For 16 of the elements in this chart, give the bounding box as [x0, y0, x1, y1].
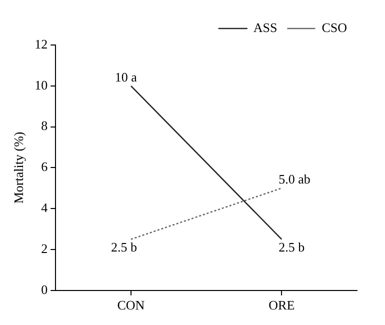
- x-tick-label: CON: [117, 298, 146, 313]
- y-tick-label: 10: [34, 77, 48, 92]
- y-axis-title: Mortality (%): [11, 132, 26, 204]
- x-tick-label: ORE: [268, 298, 295, 313]
- data-label: 2.5 b: [278, 240, 305, 255]
- y-tick-label: 0: [41, 282, 48, 297]
- legend-label: ASS: [253, 20, 278, 35]
- y-tick-label: 8: [41, 118, 48, 134]
- y-tick-label: 4: [41, 200, 48, 216]
- data-label: 5.0 ab: [278, 172, 310, 187]
- data-label: 2.5 b: [110, 240, 137, 255]
- y-tick-label: 6: [41, 159, 48, 174]
- legend-label: CSO: [322, 20, 348, 35]
- y-tick-label: 2: [41, 240, 48, 256]
- y-tick-label: 12: [34, 36, 48, 52]
- data-label: 10 a: [114, 69, 138, 84]
